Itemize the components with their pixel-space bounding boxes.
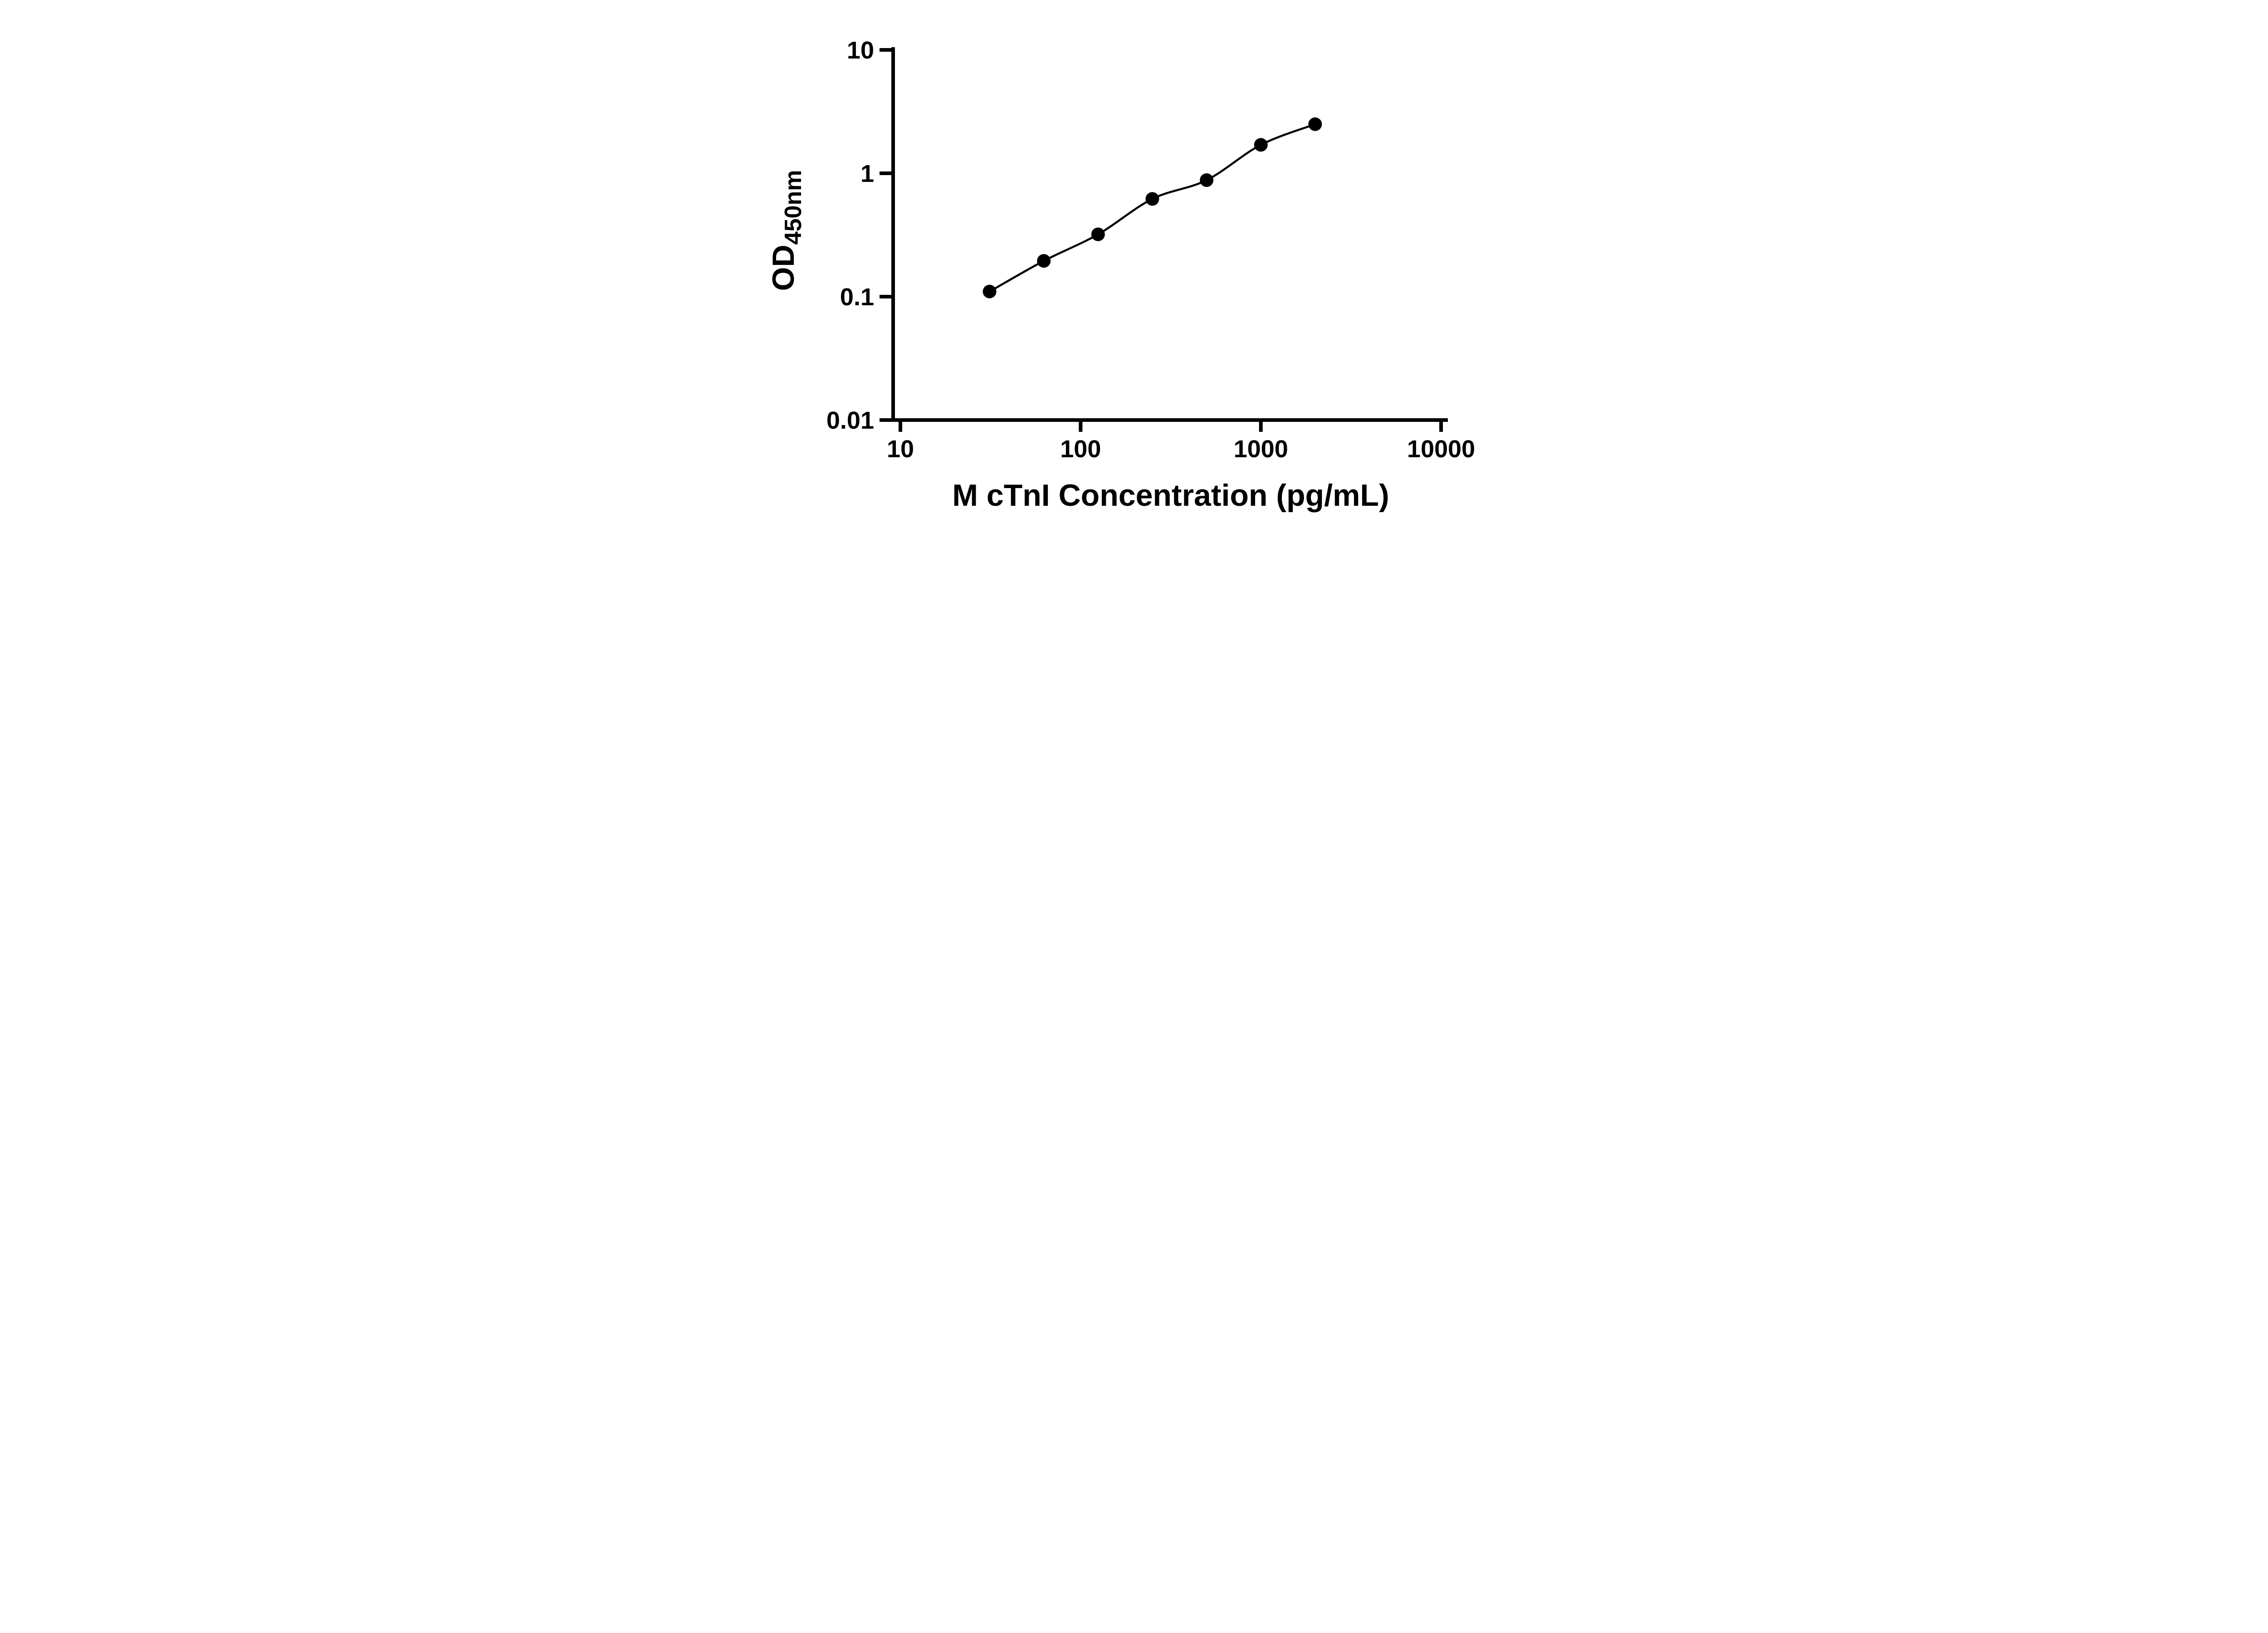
figure-wrapper: 10 100 1000 10000 10 1 0.1 0.01 M cTnI Concent… (0, 0, 2268, 544)
y-axis-title-subscript: 450nm (780, 170, 807, 245)
elisa-standard-curve-figure: 10 100 1000 10000 10 1 0.1 0.01 M cTnI Concent… (746, 0, 1522, 544)
x-tick-label: 1000 (1234, 435, 1288, 463)
y-tick-label: 0.01 (826, 407, 874, 434)
plot-svg: 10 100 1000 10000 10 1 0.1 0.01 M cTnI Concent… (766, 37, 1475, 513)
data-point (1145, 192, 1159, 206)
data-point (982, 284, 997, 298)
data-point (1037, 254, 1051, 268)
data-point (1200, 173, 1214, 187)
x-axis-title: M cTnI Concentration (pg/mL) (952, 478, 1389, 513)
x-tick-label: 10000 (1407, 435, 1475, 463)
data-point (1308, 117, 1322, 131)
data-point (1254, 138, 1268, 152)
data-series (982, 117, 1322, 298)
y-tick-label: 0.1 (840, 284, 874, 311)
series-line (989, 123, 1316, 293)
x-tick-label: 100 (1060, 435, 1101, 463)
x-tick-label: 10 (887, 435, 914, 463)
x-ticks: 10 100 1000 10000 (887, 420, 1475, 463)
data-point (1091, 227, 1105, 241)
y-axis-title: OD450nm (766, 170, 807, 291)
y-tick-label: 1 (860, 160, 874, 187)
y-tick-label: 10 (847, 37, 874, 64)
y-axis-title-base: OD (766, 244, 801, 291)
y-ticks: 10 1 0.1 0.01 (826, 37, 893, 434)
